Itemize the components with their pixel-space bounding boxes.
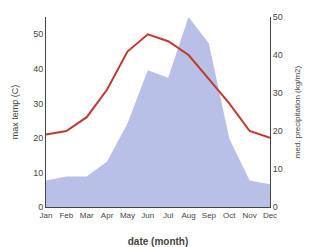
svg-text:10: 10 [33, 168, 43, 178]
svg-text:Nov: Nov [243, 211, 257, 220]
svg-text:10: 10 [273, 164, 283, 174]
svg-text:0: 0 [38, 202, 43, 212]
svg-text:May: May [120, 211, 135, 220]
svg-text:0: 0 [273, 202, 278, 212]
svg-text:date (month): date (month) [128, 236, 189, 247]
svg-text:Oct: Oct [223, 211, 236, 220]
svg-text:Mar: Mar [80, 211, 94, 220]
svg-text:med. precipitation (kg/m2): med. precipitation (kg/m2) [293, 65, 302, 158]
svg-text:max temp (C): max temp (C) [10, 85, 20, 140]
svg-text:30: 30 [273, 88, 283, 98]
svg-text:Feb: Feb [59, 211, 73, 220]
svg-text:Jun: Jun [141, 211, 154, 220]
svg-text:Jul: Jul [163, 211, 173, 220]
svg-text:20: 20 [33, 133, 43, 143]
svg-text:20: 20 [273, 126, 283, 136]
svg-text:50: 50 [33, 29, 43, 39]
svg-text:Apr: Apr [101, 211, 114, 220]
svg-text:40: 40 [273, 50, 283, 60]
svg-text:30: 30 [33, 99, 43, 109]
svg-text:40: 40 [33, 64, 43, 74]
svg-text:Sep: Sep [202, 211, 217, 220]
svg-text:Aug: Aug [181, 211, 195, 220]
svg-text:Dec: Dec [263, 211, 277, 220]
svg-text:Jan: Jan [40, 211, 53, 220]
svg-text:50: 50 [273, 12, 283, 22]
